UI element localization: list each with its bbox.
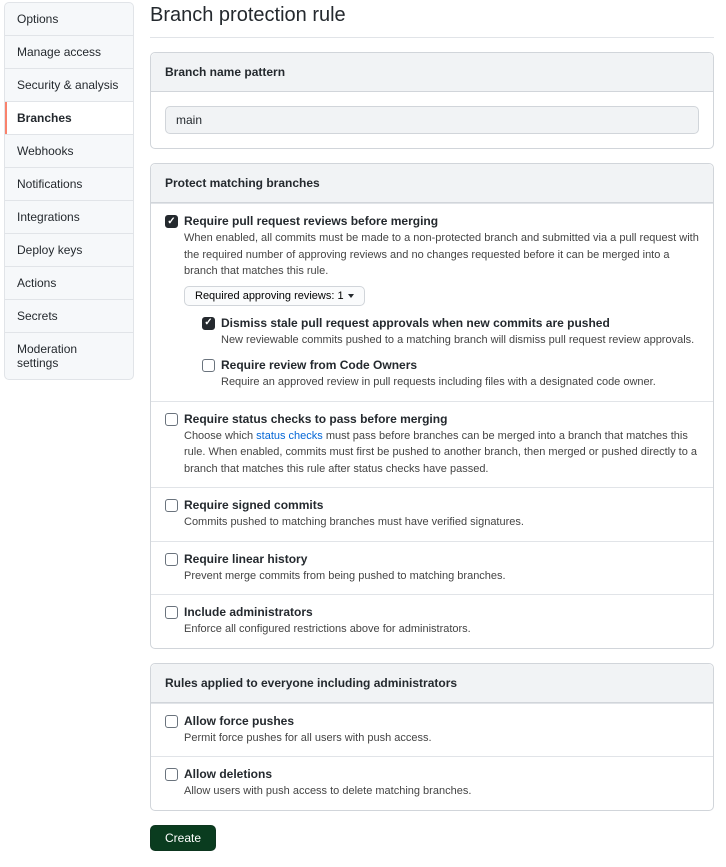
sidebar-item-webhooks[interactable]: Webhooks [4, 134, 134, 167]
require-status-title: Require status checks to pass before mer… [184, 412, 699, 426]
allow-force-pushes-desc: Permit force pushes for all users with p… [184, 730, 699, 747]
dismiss-stale-title: Dismiss stale pull request approvals whe… [221, 316, 699, 330]
require-linear-checkbox[interactable] [165, 553, 178, 566]
require-pr-checkbox[interactable]: ✓ [165, 215, 178, 228]
allow-force-pushes-option: Allow force pushes Permit force pushes f… [151, 704, 713, 758]
everyone-rules-header: Rules applied to everyone including admi… [151, 664, 713, 703]
require-linear-desc: Prevent merge commits from being pushed … [184, 568, 699, 585]
sidebar-item-integrations[interactable]: Integrations [4, 200, 134, 233]
allow-deletions-option: Allow deletions Allow users with push ac… [151, 757, 713, 810]
dismiss-stale-checkbox[interactable]: ✓ [202, 317, 215, 330]
require-status-option: Require status checks to pass before mer… [151, 402, 713, 489]
sidebar-item-actions[interactable]: Actions [4, 266, 134, 299]
status-checks-link[interactable]: status checks [256, 430, 323, 442]
dismiss-stale-option: ✓ Dismiss stale pull request approvals w… [184, 316, 699, 349]
main-content: Branch protection rule Branch name patte… [138, 0, 726, 867]
code-owners-checkbox[interactable] [202, 359, 215, 372]
allow-force-pushes-title: Allow force pushes [184, 714, 699, 728]
include-admins-checkbox[interactable] [165, 606, 178, 619]
require-pr-title: Require pull request reviews before merg… [184, 214, 699, 228]
require-signed-checkbox[interactable] [165, 499, 178, 512]
require-signed-title: Require signed commits [184, 498, 699, 512]
protect-branches-header: Protect matching branches [151, 164, 713, 203]
allow-deletions-title: Allow deletions [184, 767, 699, 781]
require-linear-option: Require linear history Prevent merge com… [151, 542, 713, 596]
require-linear-title: Require linear history [184, 552, 699, 566]
include-admins-option: Include administrators Enforce all confi… [151, 595, 713, 648]
everyone-rules-box: Rules applied to everyone including admi… [150, 663, 714, 811]
chevron-down-icon [348, 294, 354, 298]
require-status-checkbox[interactable] [165, 413, 178, 426]
create-button[interactable]: Create [150, 825, 216, 851]
allow-deletions-desc: Allow users with push access to delete m… [184, 783, 699, 800]
sidebar-item-security-analysis[interactable]: Security & analysis [4, 68, 134, 101]
dismiss-stale-desc: New reviewable commits pushed to a match… [221, 332, 699, 349]
sidebar-item-secrets[interactable]: Secrets [4, 299, 134, 332]
branch-pattern-header: Branch name pattern [151, 53, 713, 92]
require-status-desc: Choose which status checks must pass bef… [184, 428, 699, 478]
settings-sidebar: OptionsManage accessSecurity & analysisB… [4, 2, 134, 865]
sidebar-item-notifications[interactable]: Notifications [4, 167, 134, 200]
branch-name-input[interactable] [165, 106, 699, 134]
approving-reviews-label: Required approving reviews: 1 [195, 290, 344, 302]
require-signed-desc: Commits pushed to matching branches must… [184, 514, 699, 531]
allow-force-pushes-checkbox[interactable] [165, 715, 178, 728]
sidebar-item-deploy-keys[interactable]: Deploy keys [4, 233, 134, 266]
code-owners-title: Require review from Code Owners [221, 358, 699, 372]
include-admins-desc: Enforce all configured restrictions abov… [184, 621, 699, 638]
code-owners-option: Require review from Code Owners Require … [184, 358, 699, 391]
allow-deletions-checkbox[interactable] [165, 768, 178, 781]
approving-reviews-dropdown[interactable]: Required approving reviews: 1 [184, 286, 365, 306]
page-title: Branch protection rule [150, 0, 714, 38]
sidebar-item-moderation-settings[interactable]: Moderation settings [4, 332, 134, 380]
include-admins-title: Include administrators [184, 605, 699, 619]
require-pr-desc: When enabled, all commits must be made t… [184, 230, 699, 280]
sidebar-item-manage-access[interactable]: Manage access [4, 35, 134, 68]
sidebar-item-branches[interactable]: Branches [4, 101, 134, 134]
branch-pattern-box: Branch name pattern [150, 52, 714, 149]
require-signed-option: Require signed commits Commits pushed to… [151, 488, 713, 542]
protect-branches-box: Protect matching branches ✓ Require pull… [150, 163, 714, 649]
sidebar-item-options[interactable]: Options [4, 2, 134, 35]
require-pr-option: ✓ Require pull request reviews before me… [151, 204, 713, 402]
code-owners-desc: Require an approved review in pull reque… [221, 374, 699, 391]
